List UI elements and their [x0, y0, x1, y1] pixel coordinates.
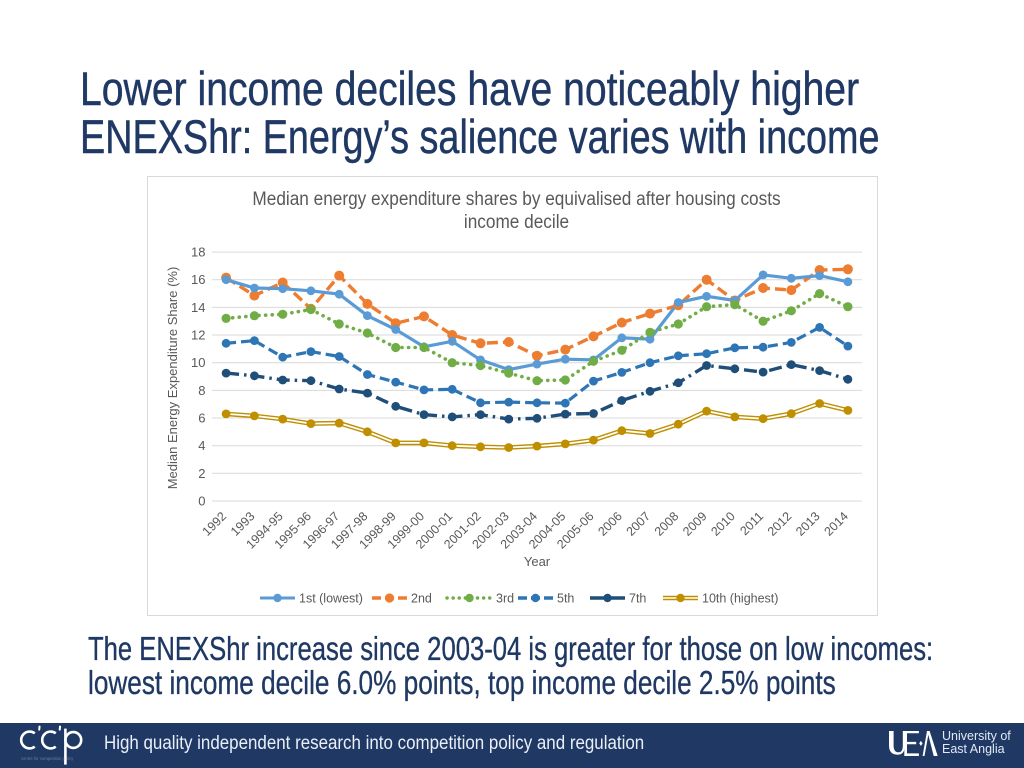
svg-text:3rd: 3rd	[496, 592, 514, 606]
svg-text:2007: 2007	[624, 509, 654, 539]
svg-text:12: 12	[191, 328, 205, 343]
svg-text:8: 8	[198, 383, 205, 398]
svg-text:5th: 5th	[557, 592, 574, 606]
svg-text:10th (highest): 10th (highest)	[702, 592, 778, 606]
svg-text:2014: 2014	[821, 509, 851, 539]
svg-text:2013: 2013	[793, 509, 823, 539]
svg-text:4: 4	[198, 438, 205, 453]
svg-text:2011: 2011	[737, 509, 766, 538]
svg-text:2nd: 2nd	[411, 592, 432, 606]
svg-text:Year: Year	[524, 554, 551, 569]
svg-text:2006: 2006	[595, 509, 625, 539]
svg-text:1st (lowest): 1st (lowest)	[299, 592, 363, 606]
svg-text:2008: 2008	[652, 509, 682, 539]
svg-text:10: 10	[191, 355, 205, 370]
svg-text:7th: 7th	[629, 592, 646, 606]
svg-text:16: 16	[191, 272, 205, 287]
svg-text:14: 14	[191, 300, 205, 315]
svg-text:18: 18	[191, 245, 205, 260]
svg-text:2: 2	[198, 466, 205, 481]
svg-text:2010: 2010	[708, 509, 738, 539]
svg-text:2009: 2009	[680, 509, 710, 539]
svg-text:Median Energy Expenditure Shar: Median Energy Expenditure Share (%)	[165, 267, 180, 490]
svg-text:2012: 2012	[765, 509, 795, 539]
svg-text:6: 6	[198, 411, 205, 426]
svg-text:1992: 1992	[200, 509, 230, 539]
svg-text:0: 0	[198, 494, 205, 509]
